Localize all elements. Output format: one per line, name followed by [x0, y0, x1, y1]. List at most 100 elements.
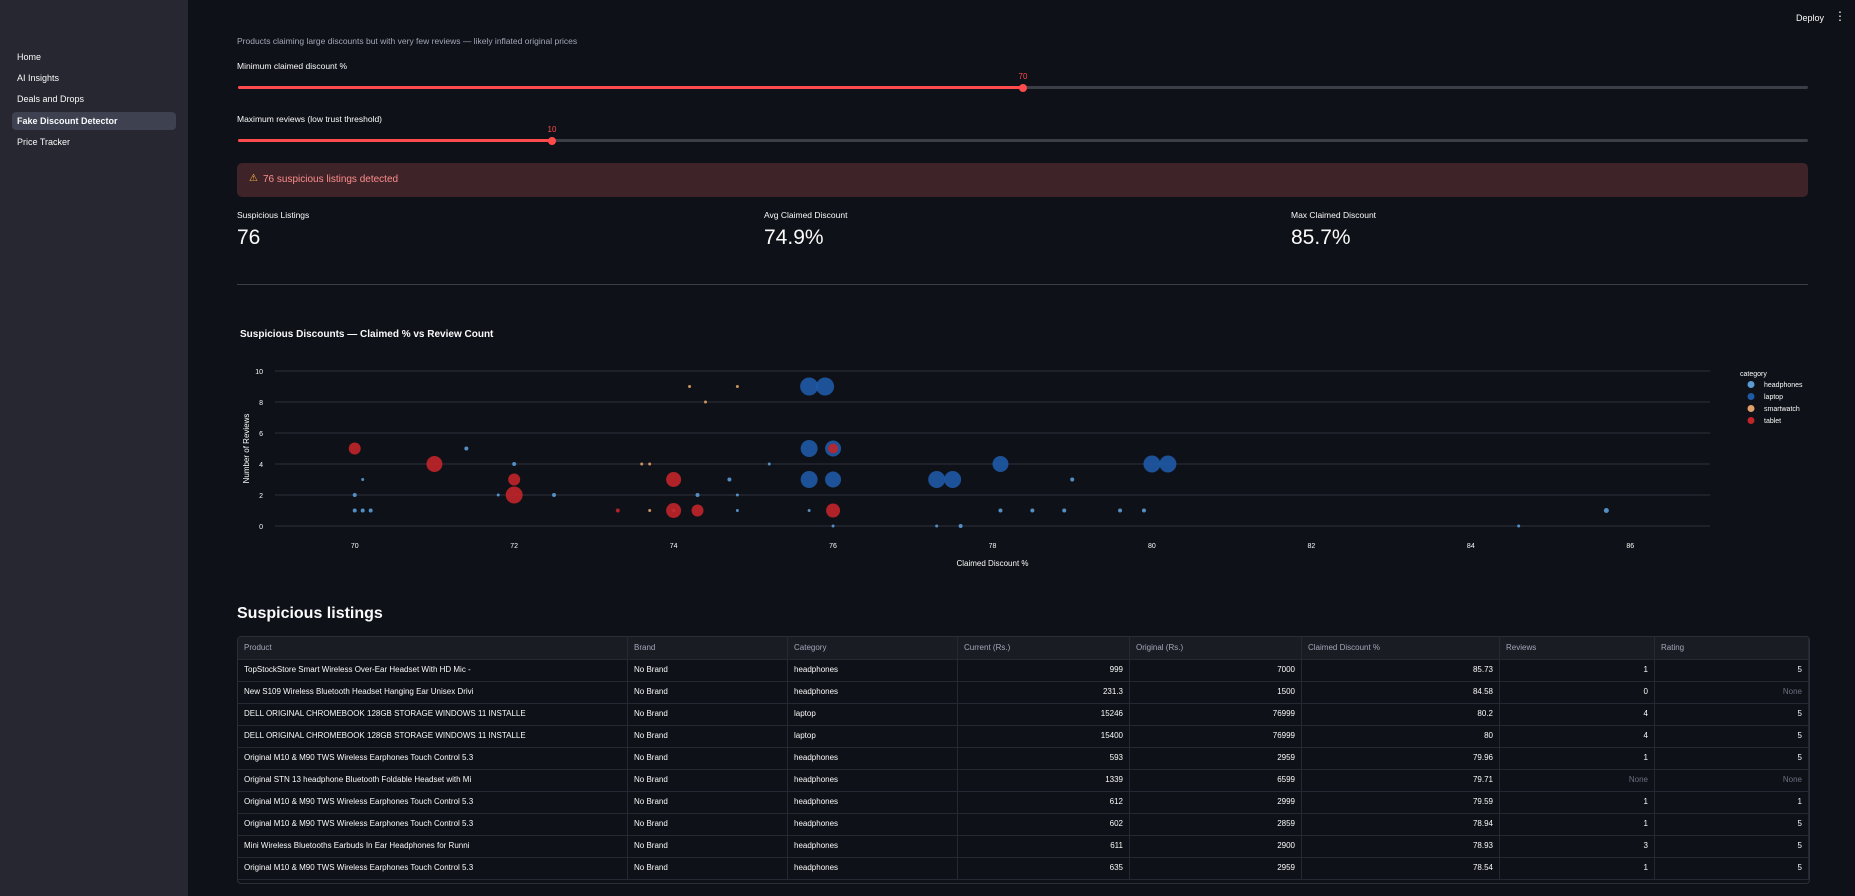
- table-cell: Original M10 & M90 TWS Wireless Earphone…: [238, 747, 628, 769]
- table-cell: No Brand: [628, 725, 788, 747]
- table-cell: headphones: [788, 857, 958, 879]
- column-header[interactable]: Brand: [628, 637, 788, 659]
- table-cell: headphones: [788, 791, 958, 813]
- table-row[interactable]: Original STN 13 headphone Bluetooth Fold…: [238, 769, 1809, 792]
- min-discount-slider[interactable]: 70: [238, 72, 1808, 92]
- slider-value: 70: [1018, 72, 1028, 81]
- legend-entry: tablet: [1764, 418, 1781, 425]
- max-reviews-slider[interactable]: 10: [238, 125, 1808, 145]
- table-cell: 5: [1655, 659, 1809, 681]
- data-point-tablet: [828, 443, 839, 454]
- metric-suspicious-listings: Suspicious Listings 76: [237, 210, 309, 250]
- table-row[interactable]: TopStockStore Smart Wireless Over-Ear He…: [238, 659, 1809, 682]
- y-tick-label: 4: [259, 462, 263, 469]
- data-point-headphones: [735, 509, 739, 512]
- data-point-headphones: [496, 493, 500, 497]
- table-cell: 3: [1500, 835, 1655, 857]
- table-cell: No Brand: [628, 747, 788, 769]
- warning-alert: ⚠ 76 suspicious listings detected: [237, 163, 1808, 197]
- data-point-headphones: [998, 508, 1003, 513]
- sidebar-item-price-tracker[interactable]: Price Tracker: [17, 136, 71, 147]
- data-point-headphones: [807, 509, 811, 512]
- alert-text: 76 suspicious listings detected: [263, 174, 399, 185]
- column-header[interactable]: Rating: [1655, 637, 1809, 659]
- x-tick-label: 80: [1148, 543, 1156, 550]
- table-cell: 84.58: [1302, 681, 1500, 703]
- data-point-headphones: [1517, 524, 1521, 528]
- data-point-headphones: [958, 524, 963, 528]
- data-point-headphones: [831, 524, 835, 528]
- table-row[interactable]: Original M10 & M90 TWS Wireless Earphone…: [238, 813, 1809, 836]
- metric-value: 76: [237, 226, 261, 249]
- table-cell: Original M10 & M90 TWS Wireless Earphone…: [238, 791, 628, 813]
- table-cell: laptop: [788, 725, 958, 747]
- table-cell: 611: [958, 835, 1130, 857]
- table-cell: 5: [1655, 813, 1809, 835]
- data-point-tablet: [505, 486, 523, 504]
- table-cell: No Brand: [628, 835, 788, 857]
- column-header[interactable]: Category: [788, 637, 958, 659]
- table-cell: 1339: [958, 769, 1130, 791]
- suspicious-listings-table[interactable]: Product Brand Category Current (Rs.) Origina…: [237, 636, 1810, 884]
- table-cell: 15400: [958, 725, 1130, 747]
- column-header[interactable]: Claimed Discount %: [1302, 637, 1500, 659]
- table-cell: No Brand: [628, 703, 788, 725]
- table-row[interactable]: DELL ORIGINAL CHROMEBOOK 128GB STORAGE W…: [238, 703, 1809, 726]
- slider-thumb[interactable]: [548, 136, 556, 145]
- legend-entry: headphones: [1764, 382, 1803, 389]
- sidebar: Home AI Insights Deals and Drops Fake Di…: [0, 0, 188, 896]
- column-header[interactable]: Current (Rs.): [958, 637, 1130, 659]
- data-point-headphones: [368, 508, 373, 513]
- table-cell: 79.96: [1302, 747, 1500, 769]
- data-point-headphones: [1070, 477, 1075, 482]
- table-cell: 1: [1500, 813, 1655, 835]
- metric-max-claimed-discount: Max Claimed Discount 85.7%: [1291, 210, 1376, 250]
- data-point-laptop: [800, 471, 818, 488]
- table-cell: 612: [958, 791, 1130, 813]
- data-point-headphones: [1141, 508, 1146, 513]
- table-row[interactable]: DELL ORIGINAL CHROMEBOOK 128GB STORAGE W…: [238, 725, 1809, 748]
- column-header[interactable]: Reviews: [1500, 637, 1655, 659]
- data-point-laptop: [944, 471, 962, 488]
- metric-label: Suspicious Listings: [237, 210, 310, 220]
- table-row[interactable]: Original M10 & M90 TWS Wireless Earphone…: [238, 747, 1809, 770]
- y-tick-label: 10: [255, 369, 263, 376]
- legend-marker: [1747, 417, 1755, 424]
- data-point-laptop: [1143, 455, 1161, 473]
- legend-marker: [1747, 393, 1755, 400]
- metric-value: 74.9%: [764, 226, 824, 249]
- sidebar-item-fake-discount-detector[interactable]: Fake Discount Detector: [12, 111, 176, 130]
- x-axis-label: Claimed Discount %: [956, 559, 1028, 568]
- column-header[interactable]: Original (Rs.): [1130, 637, 1302, 659]
- sidebar-item-ai-insights[interactable]: AI Insights: [17, 73, 60, 84]
- table-cell: 6599: [1130, 769, 1302, 791]
- sidebar-item-home[interactable]: Home: [17, 52, 42, 62]
- sidebar-nav: Home AI Insights Deals and Drops Fake Di…: [12, 48, 176, 154]
- slider-thumb[interactable]: [1019, 83, 1027, 92]
- sidebar-item-deals-and-drops[interactable]: Deals and Drops: [17, 94, 85, 105]
- table-cell: 1: [1500, 659, 1655, 681]
- table-cell: 5: [1655, 725, 1809, 747]
- chart-title: Suspicious Discounts — Claimed % vs Revi…: [240, 329, 494, 340]
- table-cell: 2900: [1130, 835, 1302, 857]
- table-cell: 999: [958, 659, 1130, 681]
- table-cell: 1: [1500, 791, 1655, 813]
- table-row[interactable]: Original M10 & M90 TWS Wireless Earphone…: [238, 791, 1809, 814]
- table-row[interactable]: Mini Wireless Bluetooths Earbuds In Ear …: [238, 835, 1809, 858]
- column-header[interactable]: Product: [238, 637, 628, 659]
- table-row[interactable]: Original M10 & M90 TWS Wireless Earphone…: [238, 857, 1809, 880]
- data-point-headphones: [1603, 508, 1609, 513]
- kebab-menu-icon[interactable]: ⋮: [1834, 9, 1846, 23]
- deploy-button[interactable]: Deploy: [1796, 13, 1825, 23]
- y-tick-label: 0: [259, 524, 263, 531]
- table-cell: TopStockStore Smart Wireless Over-Ear He…: [238, 659, 628, 681]
- slider-fill: [238, 86, 1023, 89]
- table-cell: Mini Wireless Bluetooths Earbuds In Ear …: [238, 835, 628, 857]
- table-cell: 593: [958, 747, 1130, 769]
- y-tick-label: 6: [259, 431, 263, 438]
- legend-marker: [1747, 381, 1755, 388]
- data-point-headphones: [512, 462, 517, 466]
- data-point-headphones: [1062, 508, 1067, 513]
- data-point-headphones: [735, 493, 739, 497]
- table-row[interactable]: New S109 Wireless Bluetooth Headset Hang…: [238, 681, 1809, 704]
